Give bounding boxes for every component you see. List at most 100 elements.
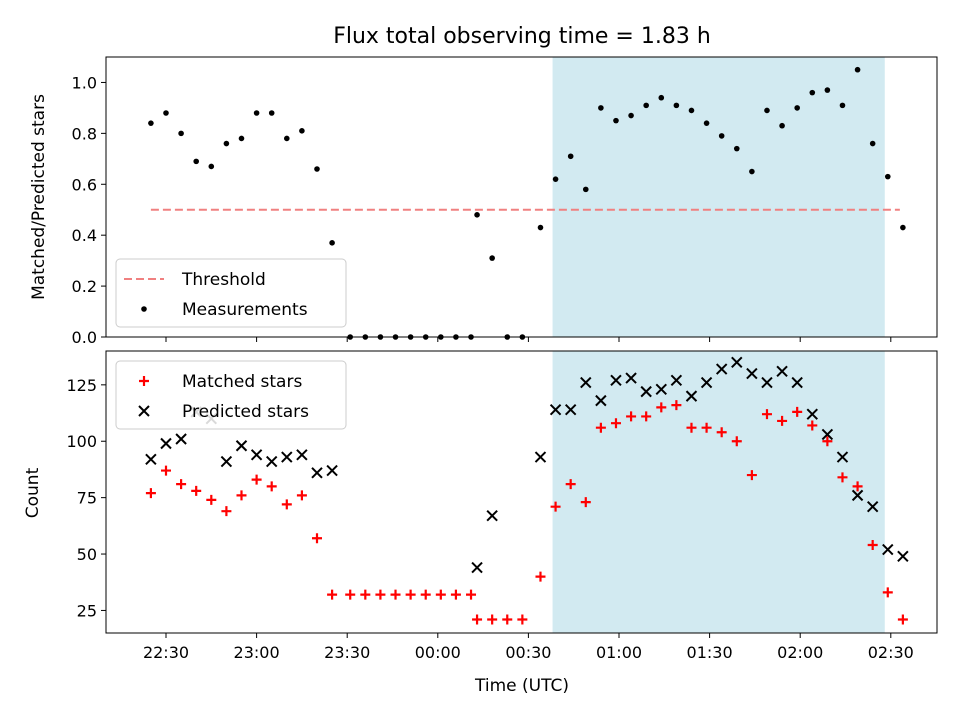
measurement-point xyxy=(749,168,755,175)
legend-predicted-swatch xyxy=(138,405,150,417)
x-tick-label: 01:30 xyxy=(687,643,733,662)
matched-stars-point xyxy=(251,474,262,485)
matched-stars-point xyxy=(535,571,546,582)
x-tick-label: 00:30 xyxy=(505,643,551,662)
matched-stars-point xyxy=(777,415,788,426)
predicted-stars-point xyxy=(761,376,773,389)
measurement-point xyxy=(284,135,290,142)
axes-frame xyxy=(105,56,938,338)
x-tick-label: 00:00 xyxy=(415,643,461,662)
matched-stars-point xyxy=(191,485,202,496)
y-tick-label: 50 xyxy=(77,545,97,564)
measurement-point xyxy=(223,140,230,147)
measurement-point xyxy=(178,130,184,137)
predicted-stars-point xyxy=(326,464,338,477)
predicted-stars-point xyxy=(791,376,803,389)
measurement-point xyxy=(314,166,320,172)
predicted-stars-point xyxy=(897,550,909,563)
predicted-stars-point xyxy=(580,376,592,389)
matched-stars-point xyxy=(296,490,307,501)
predicted-stars-point xyxy=(731,356,743,368)
legend-label: Measurements xyxy=(182,300,308,320)
matched-stars-point xyxy=(761,409,772,420)
y-tick-label: 0.8 xyxy=(72,124,97,143)
predicted-stars-point xyxy=(281,451,293,463)
matched-stars-point xyxy=(686,422,697,433)
matched-stars-point xyxy=(281,499,292,510)
matched-stars-point xyxy=(746,470,757,481)
matched-stars-point xyxy=(837,472,848,483)
matched-stars-point xyxy=(550,501,561,512)
matched-stars-point xyxy=(882,587,893,598)
measurement-point xyxy=(779,122,785,129)
x-tick-label: 23:30 xyxy=(324,643,370,662)
legend-label: Predicted stars xyxy=(182,402,309,422)
x-tick-label: 23:00 xyxy=(234,643,280,662)
x-axis-label: Time (UTC) xyxy=(474,676,569,696)
matched-stars-point xyxy=(731,436,742,447)
x-tick-label: 02:00 xyxy=(777,643,823,662)
matched-stars-point xyxy=(161,465,171,476)
predicted-stars-point xyxy=(715,363,728,375)
matched-stars-point xyxy=(360,589,371,600)
measurement-point xyxy=(688,107,695,114)
y-tick-label: 0.6 xyxy=(72,175,97,194)
matched-stars-point xyxy=(610,418,621,429)
matched-stars-point xyxy=(822,436,833,447)
predicted-stars-point xyxy=(220,455,233,468)
measurement-point xyxy=(567,153,574,160)
measurement-point xyxy=(253,110,260,116)
axes-frame xyxy=(105,350,938,634)
legend-label: Threshold xyxy=(181,270,266,290)
predicted-stars-point xyxy=(235,440,248,452)
measurement-point xyxy=(598,105,604,111)
legend-label: Matched stars xyxy=(182,372,302,392)
predicted-stars-point xyxy=(486,509,498,522)
measurement-point xyxy=(733,145,740,152)
predicted-stars-point xyxy=(882,543,894,556)
panel-count: 25 50 75 100 125 22:30 23:00 23:30 00:00 00:30 01:… xyxy=(66,350,938,662)
predicted-stars-point xyxy=(564,403,577,416)
measurement-point xyxy=(238,135,245,142)
predicted-stars-point xyxy=(265,455,278,468)
matched-stars-point xyxy=(206,494,217,505)
matched-stars-point xyxy=(390,589,401,600)
matched-stars-point xyxy=(236,490,247,501)
matched-stars-point xyxy=(716,427,727,438)
measurement-point xyxy=(764,107,770,114)
y-tick-label: 1.0 xyxy=(72,73,97,92)
predicted-stars-point xyxy=(746,367,758,380)
legend-box xyxy=(115,360,347,430)
measurement-point xyxy=(839,102,846,109)
measurement-point xyxy=(552,176,559,182)
measurement-point xyxy=(809,89,816,96)
y-tick-label: 25 xyxy=(77,601,97,620)
measurement-point xyxy=(794,105,800,111)
predicted-stars-point xyxy=(595,394,607,407)
matched-stars-point xyxy=(487,614,498,625)
predicted-stars-point xyxy=(670,374,683,387)
matched-stars-point xyxy=(345,589,356,600)
matched-stars-point xyxy=(897,614,908,625)
panel-ratio: 0.0 0.2 0.4 0.6 0.8 1.0 Threshold Measurements xyxy=(72,56,938,347)
matched-stars-point xyxy=(221,506,232,517)
matched-stars-point xyxy=(656,402,667,413)
predicted-stars-point xyxy=(610,374,622,387)
legend: Matched stars Predicted stars xyxy=(115,360,347,430)
predicted-stars-point xyxy=(640,385,652,398)
predicted-stars-point xyxy=(160,437,172,450)
measurement-point xyxy=(628,112,634,119)
measurement-point xyxy=(193,158,199,165)
predicted-stars-point xyxy=(625,372,637,384)
top-panel-y-axis-label: Matched/Predicted stars xyxy=(29,94,49,300)
matched-stars-point xyxy=(450,589,461,600)
bottom-panel-y-axis-label: Count xyxy=(23,467,43,518)
measurement-point xyxy=(268,110,275,116)
matched-stars-point xyxy=(312,533,322,544)
predicted-stars-point xyxy=(250,449,263,461)
measurement-point xyxy=(703,120,710,126)
y-tick-label: 125 xyxy=(66,376,97,395)
y-tick-label: 100 xyxy=(66,432,97,451)
measurement-point xyxy=(474,212,480,218)
